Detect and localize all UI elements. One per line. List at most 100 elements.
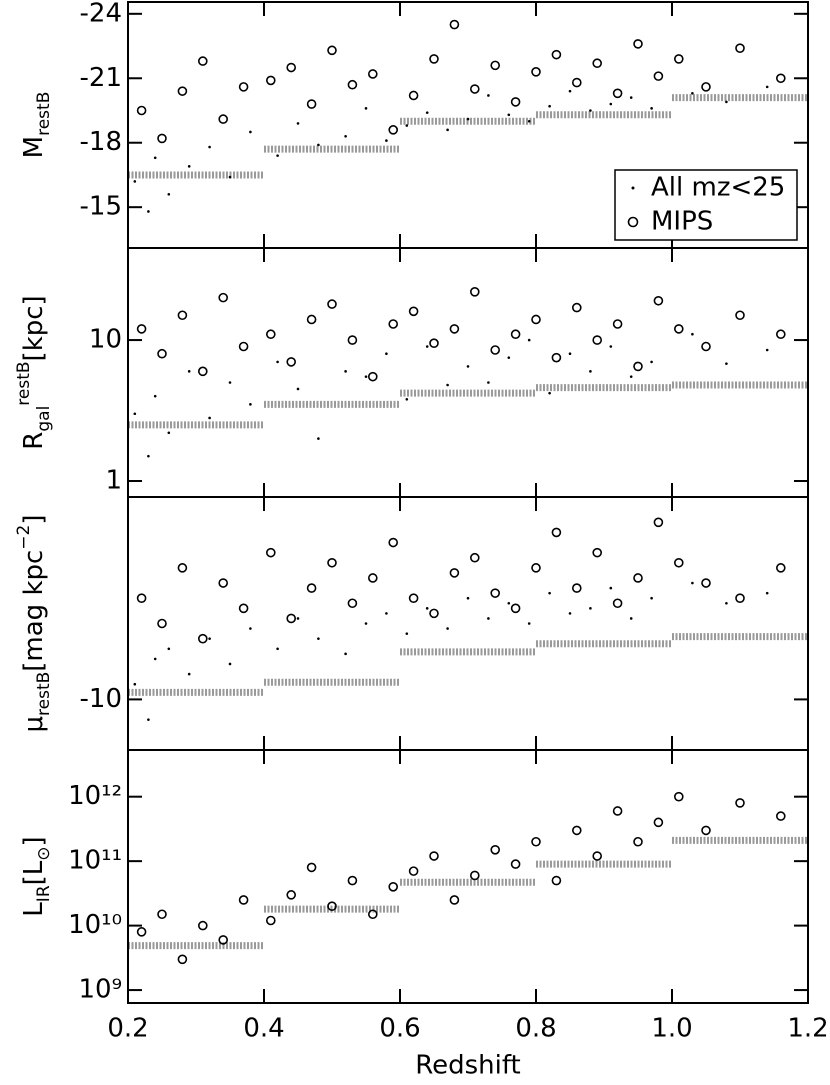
- mips-point: [571, 302, 582, 313]
- mips-point: [286, 613, 297, 624]
- dot: [691, 581, 694, 585]
- y-axis-label: μrestB[mag kpc−2]: [14, 514, 54, 732]
- mips-point: [612, 88, 623, 99]
- mips-point: [408, 90, 419, 101]
- y-axis-label-part: ⊙: [34, 846, 54, 860]
- dot: [228, 381, 232, 384]
- dot: [466, 596, 470, 600]
- dot: [765, 348, 769, 352]
- dot: [276, 154, 279, 157]
- mips-point: [653, 817, 664, 828]
- dot: [147, 718, 150, 721]
- mips-point: [238, 341, 249, 352]
- y-tick-label: 10¹⁰: [68, 910, 122, 940]
- dot: [487, 381, 490, 384]
- mips-point: [327, 901, 337, 912]
- dot: [527, 622, 531, 625]
- mips-point: [347, 598, 358, 609]
- dot: [208, 145, 211, 149]
- dot: [364, 622, 368, 625]
- y-tick-label: -10: [80, 684, 122, 714]
- mips-point: [218, 578, 228, 588]
- dot: [466, 117, 470, 121]
- dot: [568, 352, 572, 356]
- y-axis-label-part: −2: [14, 525, 34, 550]
- mips-point: [571, 77, 582, 88]
- mips-point: [429, 338, 439, 349]
- dot: [446, 383, 449, 387]
- dot: [364, 107, 368, 110]
- dot: [187, 165, 191, 168]
- x-axis-label: Redshift: [415, 1051, 521, 1081]
- legend-label: All mz<25: [651, 173, 785, 203]
- dot: [344, 652, 347, 656]
- y-axis-label: LIR[L⊙]: [19, 836, 55, 916]
- mips-point: [238, 603, 249, 614]
- mips-point: [701, 578, 711, 588]
- mips-point: [449, 568, 460, 578]
- dot: [691, 332, 694, 336]
- dot: [385, 139, 388, 142]
- mips-point: [327, 45, 337, 56]
- dot: [765, 591, 769, 595]
- y-tick-label: 10¹²: [68, 781, 122, 811]
- dot: [629, 96, 633, 99]
- mips-point: [653, 71, 664, 81]
- mips-point: [198, 633, 208, 644]
- mips-point: [592, 335, 603, 345]
- mips-point: [551, 352, 562, 363]
- dot: [296, 122, 300, 125]
- legend-marker: [627, 216, 639, 228]
- mips-point: [701, 341, 711, 352]
- y-tick-label: -18: [80, 127, 122, 157]
- dot: [153, 657, 157, 661]
- dot: [317, 637, 320, 640]
- dot: [466, 365, 470, 368]
- dot: [153, 156, 157, 160]
- x-tick-label: 0.4: [243, 1014, 284, 1044]
- y-axis-label: RgalrestB[kpc]: [14, 295, 54, 449]
- mips-point: [490, 844, 501, 855]
- dot: [568, 612, 572, 615]
- y-axis-label-part: L: [19, 902, 49, 917]
- mips-point: [429, 608, 439, 619]
- mips-point: [327, 299, 337, 309]
- y-tick-label: 10: [89, 325, 122, 355]
- dot: [187, 370, 191, 373]
- mips-point: [735, 798, 745, 808]
- mips-point: [306, 99, 317, 109]
- mips-point: [157, 133, 167, 144]
- mips-point: [388, 537, 399, 548]
- mips-point: [177, 563, 188, 573]
- mips-point: [775, 563, 786, 573]
- mips-point: [510, 603, 521, 614]
- mips-point: [198, 56, 208, 66]
- mips-point: [531, 836, 541, 847]
- dot: [296, 387, 300, 391]
- mips-point: [177, 86, 188, 96]
- mips-point: [429, 54, 439, 64]
- mips-point: [265, 329, 276, 340]
- mips-point: [157, 348, 167, 359]
- dot: [344, 134, 347, 138]
- dot: [296, 617, 300, 620]
- mips-point: [531, 67, 541, 77]
- dot: [527, 338, 531, 342]
- dot: [589, 370, 592, 373]
- mips-point: [198, 920, 208, 931]
- y-axis-label-part: gal: [34, 406, 54, 432]
- dot: [650, 360, 653, 364]
- dot: [650, 596, 653, 600]
- mips-point: [673, 54, 684, 64]
- dot: [425, 111, 429, 114]
- dot: [446, 627, 449, 630]
- mips-point: [449, 19, 460, 30]
- dot: [487, 94, 490, 97]
- mips-point: [551, 875, 562, 886]
- legend-box: [614, 169, 798, 241]
- mips-point: [701, 82, 711, 92]
- dot: [364, 375, 368, 378]
- mips-point: [286, 890, 297, 900]
- dot: [147, 454, 150, 458]
- mips-point: [571, 825, 582, 836]
